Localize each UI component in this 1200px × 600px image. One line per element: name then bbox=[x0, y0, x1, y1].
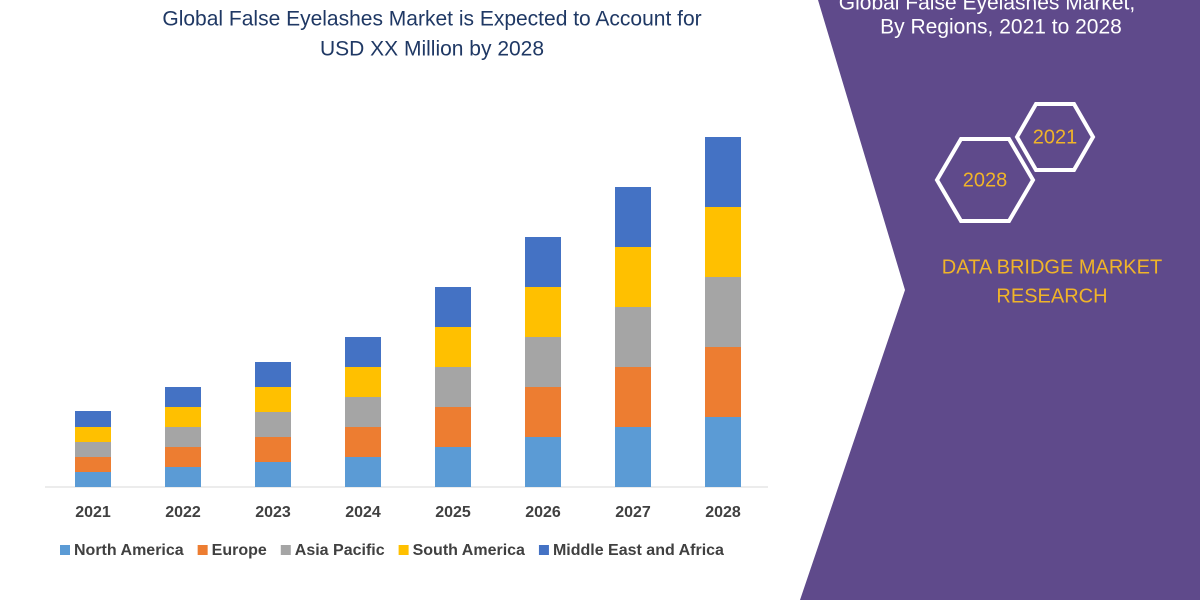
side-title: Global False Eyelashes Market, bbox=[839, 0, 1135, 15]
bar-segment bbox=[345, 397, 381, 427]
bar-segment bbox=[255, 362, 291, 387]
bar-segment bbox=[165, 387, 201, 407]
brand: DATA BRIDGE MARKET bbox=[942, 256, 1162, 278]
bar-segment bbox=[615, 367, 651, 427]
bar-segment bbox=[435, 327, 471, 367]
legend-swatch bbox=[398, 545, 409, 555]
side-panel bbox=[800, 0, 1200, 600]
bar-segment bbox=[705, 417, 741, 487]
bar-segment bbox=[165, 407, 201, 427]
bar-segment bbox=[615, 307, 651, 367]
bar-segment bbox=[705, 207, 741, 277]
chart-title: Global False Eyelashes Market is Expecte… bbox=[162, 8, 701, 31]
x-tick-label: 2021 bbox=[75, 504, 111, 521]
bar-segment bbox=[705, 347, 741, 417]
bar-segment bbox=[75, 427, 111, 442]
legend-swatch bbox=[538, 545, 549, 555]
legend-label: South America bbox=[413, 542, 525, 559]
bar-segment bbox=[615, 247, 651, 307]
bar-segment bbox=[165, 427, 201, 447]
bar-segment bbox=[345, 367, 381, 397]
x-tick-label: 2026 bbox=[525, 504, 561, 521]
bar-segment bbox=[435, 367, 471, 407]
bar-segment bbox=[705, 137, 741, 207]
bar-segment bbox=[435, 407, 471, 447]
legend-swatch bbox=[60, 545, 70, 555]
legend-label: Europe bbox=[212, 542, 267, 559]
bar-segment bbox=[255, 462, 291, 487]
brand: RESEARCH bbox=[996, 285, 1107, 307]
bar-segment bbox=[525, 287, 561, 337]
x-tick-label: 2027 bbox=[615, 504, 651, 521]
hexagon bbox=[934, 137, 1036, 223]
legend-label: Middle East and Africa bbox=[553, 542, 724, 559]
bar-segment bbox=[615, 427, 651, 487]
legend-swatch bbox=[280, 545, 291, 555]
bar-segment bbox=[435, 287, 471, 327]
legend-swatch bbox=[197, 545, 208, 555]
x-tick-label: 2025 bbox=[435, 504, 471, 521]
bar-segment bbox=[255, 387, 291, 412]
bar-segment bbox=[345, 337, 381, 367]
hexagon bbox=[1014, 102, 1096, 172]
bar-segment bbox=[255, 437, 291, 462]
bar-segment bbox=[525, 337, 561, 387]
bar-segment bbox=[165, 447, 201, 467]
bar-segment bbox=[345, 457, 381, 487]
badge: 2021 bbox=[1033, 126, 1078, 148]
bar-segment bbox=[525, 387, 561, 437]
bar-segment bbox=[705, 277, 741, 347]
legend-label: Asia Pacific bbox=[295, 542, 385, 559]
legend-label: North America bbox=[74, 542, 184, 559]
chart-title: USD XX Million by 2028 bbox=[320, 38, 544, 61]
x-tick-label: 2024 bbox=[345, 504, 381, 521]
bar-segment bbox=[75, 411, 111, 427]
bar-segment bbox=[615, 187, 651, 247]
badge: 2028 bbox=[963, 169, 1008, 191]
x-tick-label: 2022 bbox=[165, 504, 201, 521]
bar-segment bbox=[525, 237, 561, 287]
side-title: By Regions, 2021 to 2028 bbox=[880, 16, 1122, 39]
bar-segment bbox=[75, 457, 111, 472]
bar-segment bbox=[75, 442, 111, 457]
bar-segment bbox=[345, 427, 381, 457]
bar-segment bbox=[255, 412, 291, 437]
bar-segment bbox=[525, 437, 561, 487]
x-tick-label: 2023 bbox=[255, 504, 291, 521]
bar-segment bbox=[75, 472, 111, 487]
x-tick-label: 2028 bbox=[705, 504, 741, 521]
bar-segment bbox=[435, 447, 471, 487]
bar-segment bbox=[165, 467, 201, 487]
